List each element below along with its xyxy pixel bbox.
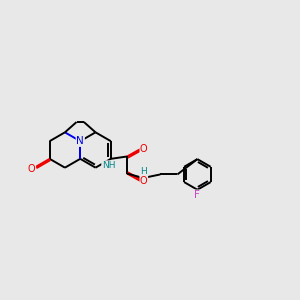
Text: O: O — [140, 176, 148, 186]
Text: O: O — [28, 164, 36, 174]
Text: O: O — [140, 144, 148, 154]
Text: N: N — [76, 136, 84, 146]
Text: H: H — [140, 167, 147, 176]
Text: N: N — [76, 136, 84, 146]
Text: F: F — [194, 190, 200, 200]
Text: NH: NH — [102, 161, 115, 170]
